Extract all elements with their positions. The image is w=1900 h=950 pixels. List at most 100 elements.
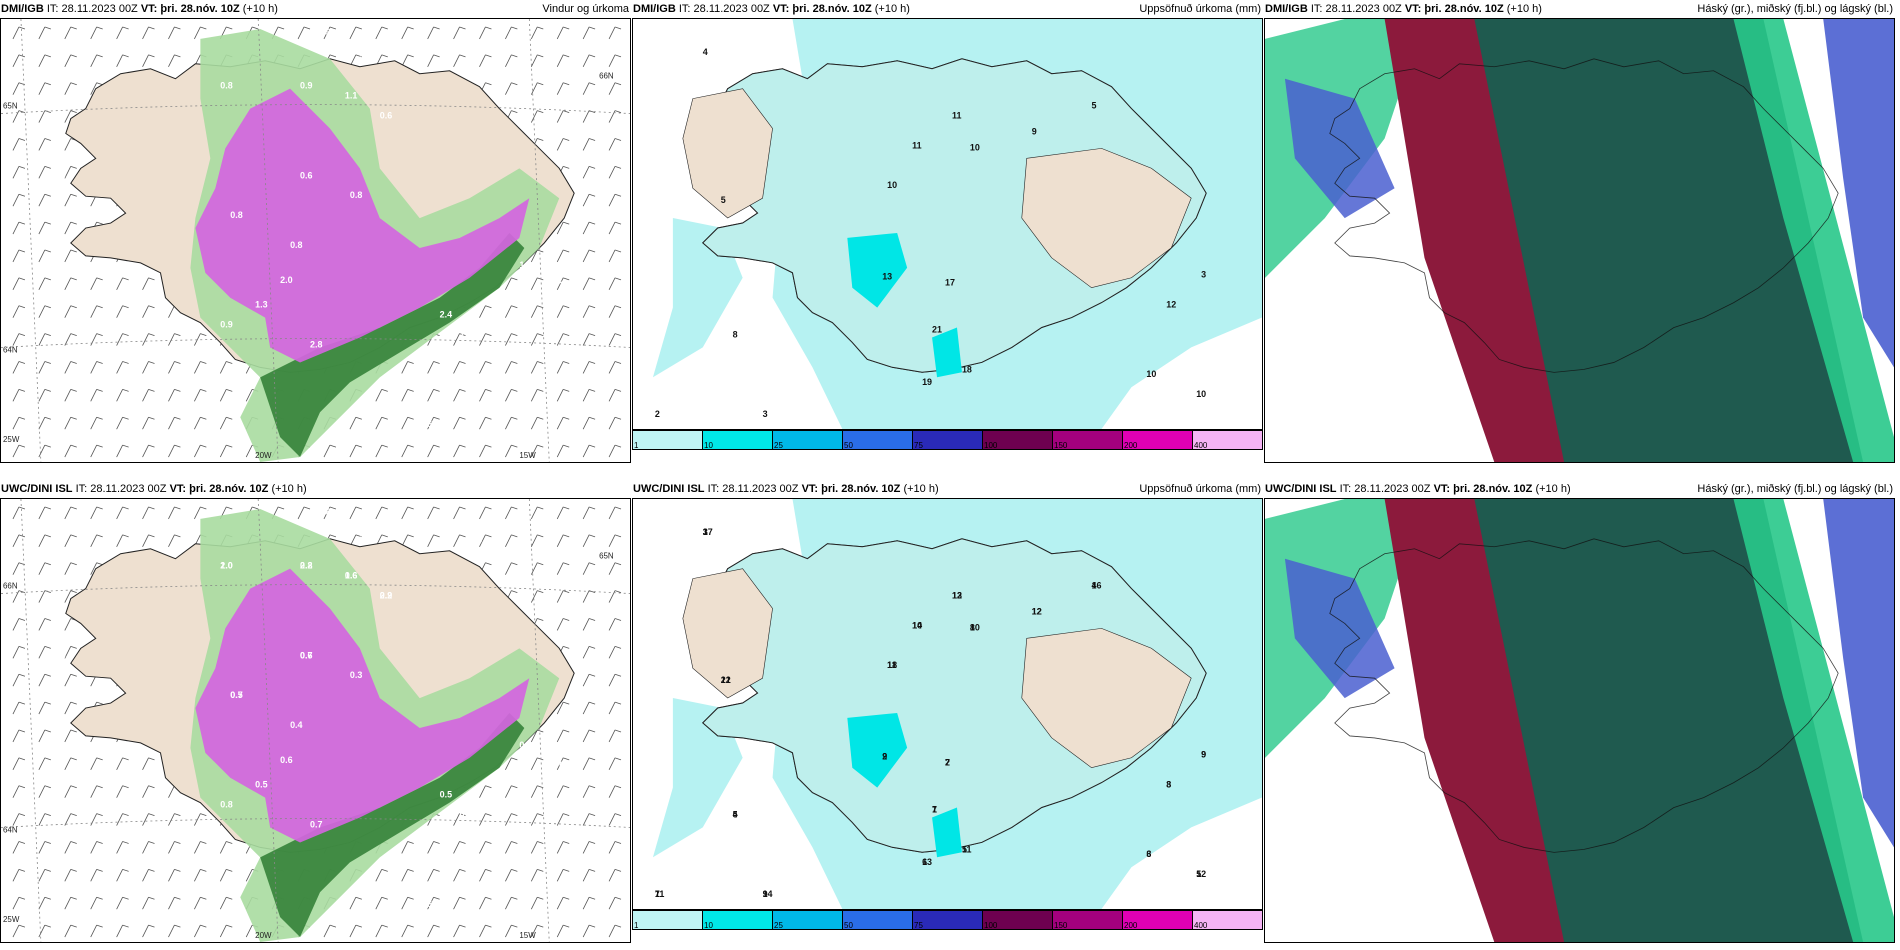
value-label: 9 bbox=[882, 752, 887, 762]
lat-tick: 64N bbox=[3, 345, 18, 354]
value-label: 3 bbox=[703, 527, 708, 537]
cloud-panel: DMI/IGB IT: 28.11.2023 00Z VT: þri. 28.n… bbox=[1264, 0, 1895, 465]
value-label: 12 bbox=[952, 591, 962, 601]
value-label: 2.0 bbox=[220, 561, 232, 571]
value-label: 11 bbox=[655, 889, 664, 899]
value-label: 7 bbox=[945, 758, 950, 768]
value-label: 12 bbox=[1032, 606, 1042, 616]
low-cloud-east bbox=[1823, 499, 1894, 848]
cloud-edge-band bbox=[1733, 499, 1894, 942]
value-label: 0.3 bbox=[350, 670, 362, 680]
colorbar-label: 100 bbox=[984, 441, 998, 450]
value-label: 11 bbox=[887, 660, 896, 670]
cloud-map[interactable] bbox=[1264, 498, 1895, 943]
value-label: 0.8 bbox=[290, 240, 302, 250]
it-value: 28.11.2023 00Z bbox=[693, 3, 770, 15]
value-label: 0.6 bbox=[519, 740, 531, 750]
graticule bbox=[1, 19, 630, 462]
vt-label: VT: bbox=[169, 483, 187, 495]
value-label: 0.6 bbox=[318, 507, 330, 517]
vt-value: þri. 28.nóv. 10Z bbox=[1453, 483, 1533, 495]
panel-title-right: Háský (gr.), miðský (fj.bl.) og lágský (… bbox=[1697, 483, 1893, 495]
model-name: DMI/IGB bbox=[633, 3, 676, 15]
value-label: 11 bbox=[912, 140, 921, 150]
value-label: 0.5 bbox=[61, 650, 73, 660]
colorbar-swatch: 200 bbox=[1123, 911, 1193, 930]
lead-time: (+10 h) bbox=[242, 3, 278, 15]
value-label: 14 bbox=[763, 889, 773, 899]
value-label: 8 bbox=[1166, 780, 1171, 790]
precip-area-light-west bbox=[652, 698, 743, 858]
colorbar-label: 400 bbox=[1194, 921, 1208, 930]
value-label: 2 bbox=[945, 758, 950, 768]
lead-time: (+10 h) bbox=[1535, 483, 1571, 495]
panel-title: DMI/IGB IT: 28.11.2023 00Z VT: þri. 28.n… bbox=[0, 0, 631, 18]
value-label: 9 bbox=[763, 889, 768, 899]
value-label: 0.8 bbox=[220, 800, 232, 810]
it-label: IT: bbox=[678, 3, 691, 15]
value-label: 7 bbox=[932, 804, 937, 814]
value-label: 2.8 bbox=[310, 340, 322, 350]
value-label: 0.8 bbox=[220, 81, 232, 91]
vt-label: VT: bbox=[1433, 483, 1451, 495]
value-label: 18 bbox=[962, 364, 972, 374]
value-label: 1.6 bbox=[420, 899, 432, 909]
vt-label: VT: bbox=[140, 3, 158, 15]
precip-dark-area bbox=[260, 233, 525, 458]
colorbar-label: 25 bbox=[774, 921, 783, 930]
value-label: 5.9 bbox=[430, 349, 442, 359]
panel-title: DMI/IGB IT: 28.11.2023 00Z VT: þri. 28.n… bbox=[632, 0, 1263, 18]
value-label: 1.0 bbox=[220, 561, 232, 571]
value-label: 10 bbox=[970, 142, 980, 152]
dry-area-east bbox=[1021, 628, 1192, 769]
value-label: 1.4 bbox=[519, 260, 531, 270]
value-label: 0.6 bbox=[380, 111, 392, 121]
value-label: 0.8 bbox=[230, 210, 242, 220]
value-label: 14 bbox=[912, 620, 922, 630]
panel-title-right: Uppsöfnuð úrkoma (mm) bbox=[1139, 483, 1261, 495]
value-label: 4 bbox=[1092, 581, 1097, 591]
value-label: 6 bbox=[922, 857, 927, 867]
it-value: 28.11.2023 00Z bbox=[90, 483, 167, 495]
value-label: 10 bbox=[887, 180, 897, 190]
colorbar-swatch: 200 bbox=[1123, 431, 1193, 450]
wind-map[interactable]: 0.9 0.5 1.2 0.9 0.8 0.9 1.1 0.6 0.7 0.7 1.4 0.8 0.6 0… bbox=[0, 18, 631, 463]
value-label: 10 bbox=[1196, 389, 1206, 399]
value-label: 1.0 bbox=[46, 688, 58, 698]
vt-value: þri. 28.nóv. 10Z bbox=[792, 3, 872, 15]
value-label: 1.2 bbox=[430, 829, 442, 839]
value-label: 21 bbox=[932, 324, 942, 334]
value-label: 19 bbox=[922, 377, 932, 387]
value-label: 0.9 bbox=[318, 27, 330, 37]
value-label: 4 bbox=[703, 47, 708, 57]
panel-title: UWC/DINI ISL IT: 28.11.2023 00Z VT: þri.… bbox=[632, 480, 1263, 498]
value-label: 0.7 bbox=[574, 180, 586, 190]
it-value: 28.11.2023 00Z bbox=[722, 483, 799, 495]
lat-tick: 66N bbox=[3, 582, 18, 591]
panel-title-left: DMI/IGB IT: 28.11.2023 00Z VT: þri. 28.n… bbox=[633, 0, 910, 18]
value-label: 0.5 bbox=[230, 690, 242, 700]
value-label: 1.8 bbox=[559, 280, 571, 290]
value-label: 12 bbox=[1196, 869, 1206, 879]
value-label: 0.9 bbox=[450, 884, 462, 894]
value-label: 2.2 bbox=[380, 591, 392, 601]
value-label: 0.9 bbox=[470, 55, 482, 65]
lat-tick: 65N bbox=[599, 552, 614, 561]
lat-tick: 25W bbox=[3, 435, 20, 444]
value-label: 0.7 bbox=[569, 140, 581, 150]
value-label: 1.7 bbox=[358, 535, 370, 545]
value-label: 5 bbox=[962, 844, 967, 854]
lon-tick: 15W bbox=[519, 931, 536, 940]
value-label: 2.0 bbox=[280, 275, 292, 285]
wind-map[interactable]: 0.7 0.7 0.8 0.5 1.0 0.8 0.6 0.9 0.8 0.5 1.0 0.5 0.7 0… bbox=[0, 498, 631, 943]
precip-map[interactable]: 4 5 11 9 11 10 5 10 3 13 17 21 8 12 18 10 10 2 3 19 bbox=[632, 18, 1263, 430]
value-label: 0.7 bbox=[559, 760, 571, 770]
vt-value: þri. 28.nóv. 10Z bbox=[1424, 3, 1504, 15]
colorbar-swatch: 100 bbox=[983, 911, 1053, 930]
model-name: UWC/DINI ISL bbox=[1, 483, 73, 495]
precip-panel: DMI/IGB IT: 28.11.2023 00Z VT: þri. 28.n… bbox=[632, 0, 1263, 465]
value-label: 1.3 bbox=[255, 300, 267, 310]
precip-map[interactable]: 3 4 12 12 14 10 12 11 9 9 7 7 5 8 11 6 5 7 14 13 17 16 13 12 10 8… bbox=[632, 498, 1263, 910]
value-label: 0.5 bbox=[569, 620, 581, 630]
cloud-map[interactable] bbox=[1264, 18, 1895, 463]
